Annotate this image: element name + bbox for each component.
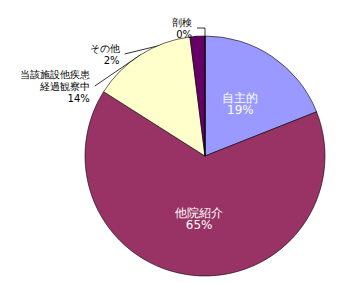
svg-text:14%: 14% — [68, 93, 90, 104]
svg-text:剖検: 剖検 — [172, 17, 192, 28]
svg-text:65%: 65% — [186, 218, 213, 232]
svg-text:他院紹介: 他院紹介 — [175, 205, 224, 220]
svg-text:経過観察中: 経過観察中 — [39, 81, 90, 92]
svg-text:当該施設他疾患: 当該施設他疾患 — [20, 69, 90, 80]
svg-text:自主的: 自主的 — [222, 90, 259, 105]
svg-text:19%: 19% — [227, 103, 254, 117]
svg-text:2%: 2% — [104, 55, 120, 66]
svg-text:0%: 0% — [176, 29, 192, 40]
svg-text:その他: その他 — [90, 43, 120, 54]
